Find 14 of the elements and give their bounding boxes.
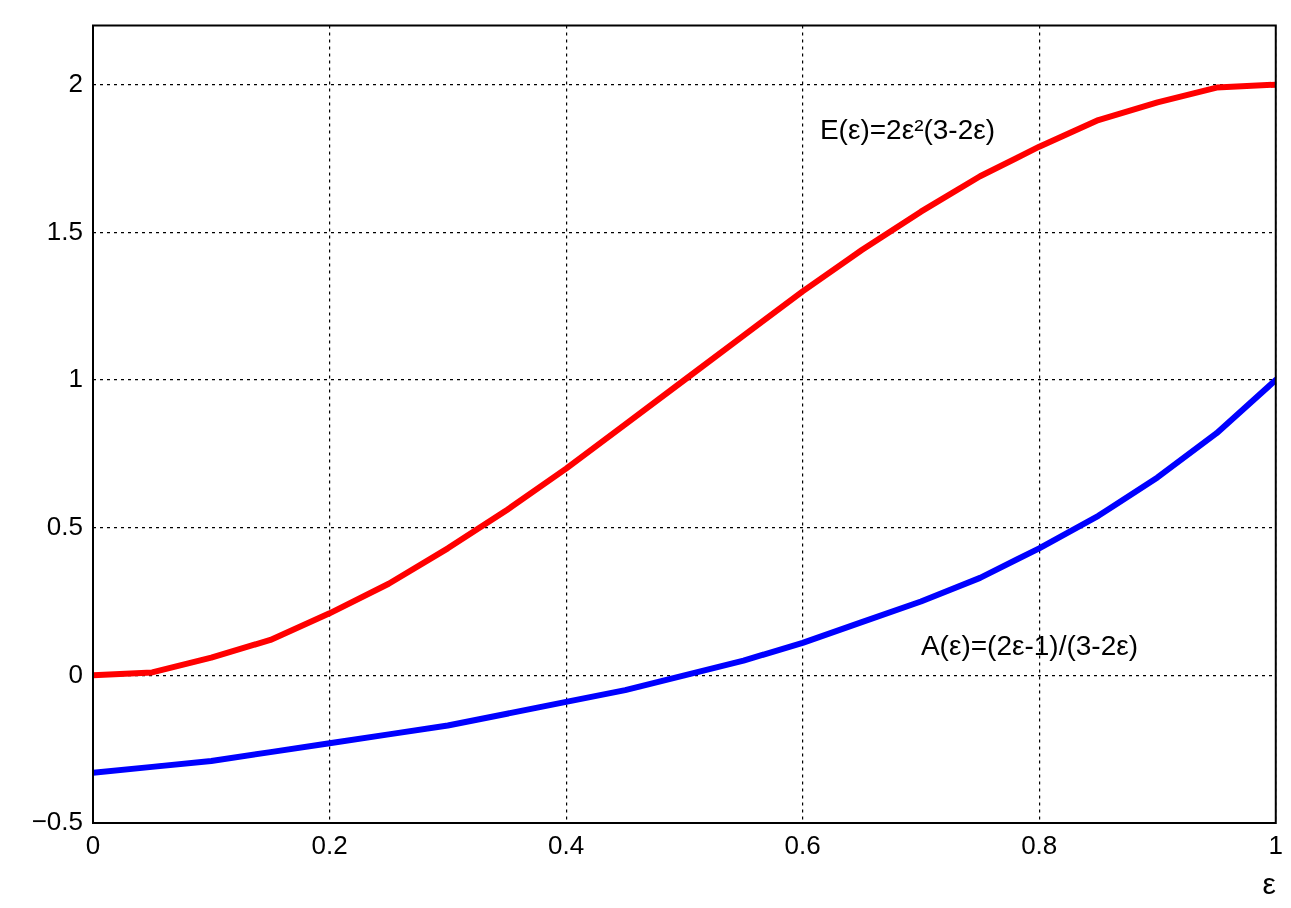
- y-tick-label: 1.5: [46, 215, 83, 246]
- x-tick-label: 0.6: [784, 829, 821, 860]
- y-tick-label: 1: [68, 363, 83, 394]
- x-tick-label: 0.8: [1021, 829, 1058, 860]
- series-label: E(ε)=2ε²(3-2ε): [819, 113, 996, 145]
- x-axis-title: ε: [1262, 867, 1276, 901]
- y-tick-label: 0.5: [46, 510, 83, 541]
- y-tick-label: 0: [68, 658, 83, 689]
- x-tick-label: 0.2: [311, 829, 348, 860]
- series-label: A(ε)=(2ε-1)/(3-2ε): [920, 630, 1139, 662]
- x-tick-label: 0.4: [548, 829, 585, 860]
- y-tick-label: −0.5: [31, 806, 83, 837]
- x-tick-label: 1: [1268, 829, 1283, 860]
- y-tick-label: 2: [68, 67, 83, 98]
